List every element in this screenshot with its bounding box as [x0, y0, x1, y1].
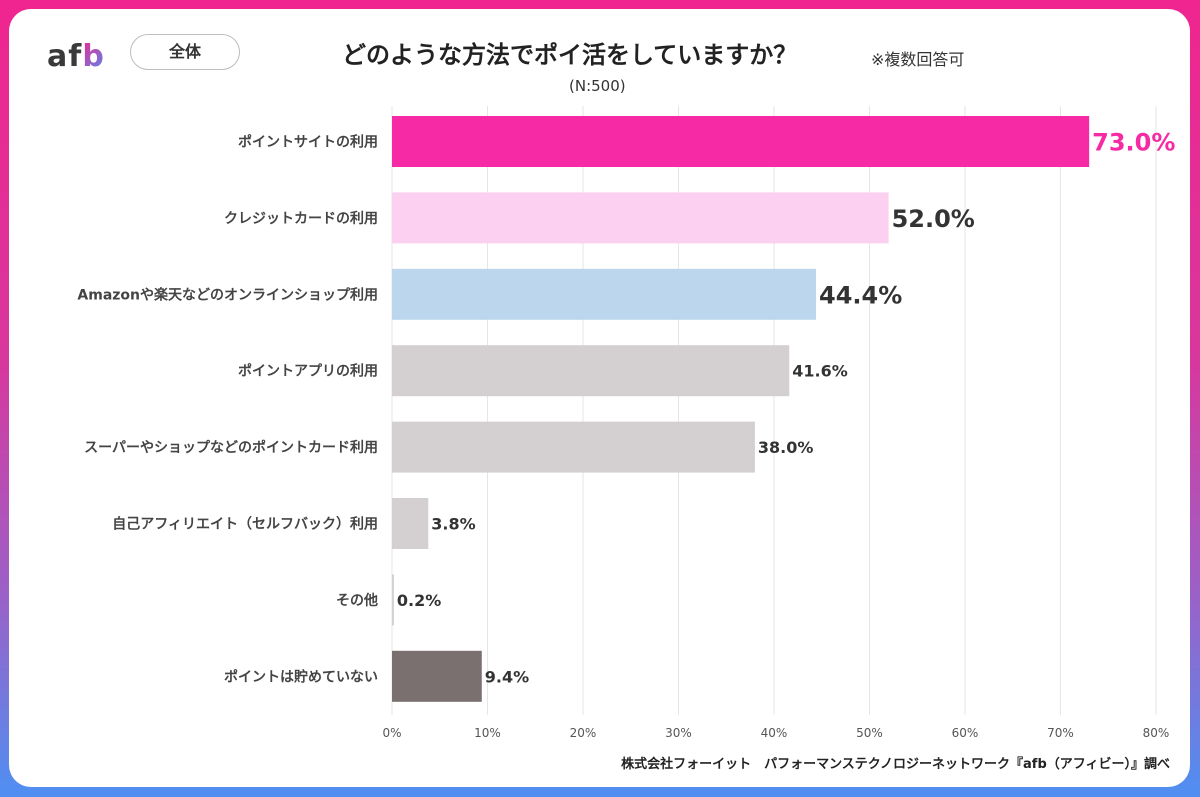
x-tick-label: 70%	[1047, 726, 1074, 740]
value-label: 3.8%	[431, 515, 475, 534]
multiple-answer-note: ※複数回答可	[871, 50, 965, 69]
chart-title: どのような方法でポイ活をしていますか？	[342, 41, 798, 69]
bar	[392, 116, 1090, 167]
bar	[392, 574, 394, 626]
x-tick-label: 10%	[474, 726, 501, 740]
x-tick-label: 60%	[952, 726, 979, 740]
value-label: 44.4%	[819, 281, 902, 309]
x-tick-label: 20%	[570, 726, 597, 740]
value-label: 73.0%	[1092, 129, 1175, 157]
category-label: ポイントアプリの利用	[238, 363, 378, 380]
segment-badge: 全体	[130, 34, 240, 70]
bar	[392, 192, 889, 244]
x-tick-label: 30%	[665, 726, 692, 740]
x-tick-label: 0%	[382, 726, 401, 740]
x-tick-label: 80%	[1143, 726, 1170, 740]
value-label: 41.6%	[792, 362, 848, 381]
category-label: その他	[336, 592, 378, 609]
bar	[392, 268, 817, 320]
bar-chart: 0% 10% 20% 30% 40% 50% 60% 70% 80% ポイントサイトの利用 73.0…	[77, 106, 1175, 740]
x-tick-label: 40%	[761, 726, 788, 740]
category-label: 自己アフィリエイト（セルフバック）利用	[112, 516, 378, 533]
value-label: 9.4%	[485, 667, 529, 686]
category-label: スーパーやショップなどのポイントカード利用	[84, 439, 378, 456]
afb-logo: afb	[47, 39, 105, 74]
value-label: 0.2%	[397, 591, 441, 610]
bar	[392, 650, 482, 702]
category-label: Amazonや楽天などのオンラインショップ利用	[77, 286, 378, 303]
source-credit: 株式会社フォーイット パフォーマンステクノロジーネットワーク『afb（アフィビー…	[621, 757, 1170, 772]
category-label: ポイントサイトの利用	[238, 134, 378, 151]
bar	[392, 345, 790, 397]
chart-card: afb 全体 どのような方法でポイ活をしていますか？ ※複数回答可 (N:500…	[9, 9, 1190, 787]
category-label: クレジットカードの利用	[224, 210, 378, 227]
sample-size: (N:500)	[569, 77, 626, 95]
value-label: 52.0%	[892, 205, 975, 233]
bar	[392, 421, 755, 473]
value-label: 38.0%	[758, 438, 814, 457]
category-label: ポイントは貯めていない	[224, 668, 378, 685]
bar	[392, 498, 429, 549]
x-tick-label: 50%	[856, 726, 883, 740]
